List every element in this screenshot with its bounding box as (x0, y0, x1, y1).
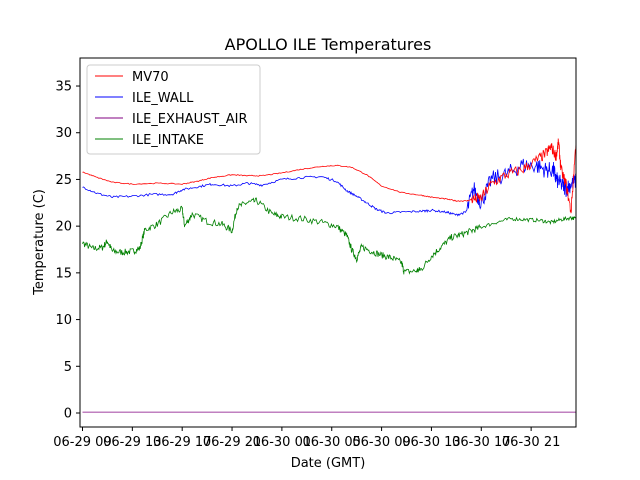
legend-label: MV70 (132, 70, 169, 85)
series-line-ile-intake (82, 197, 577, 275)
legend-label: ILE_INTAKE (132, 133, 204, 148)
y-tick-label: 20 (55, 220, 72, 235)
legend-label: ILE_WALL (132, 91, 194, 106)
y-tick-label: 25 (55, 173, 72, 188)
y-axis-label: Temperature (C) (32, 189, 47, 296)
x-tick-label: 06-30 05 (303, 435, 361, 450)
y-tick-label: 10 (55, 313, 72, 328)
y-tick-label: 0 (64, 406, 72, 421)
x-tick-label: 06-29 09 (53, 435, 111, 450)
legend-label: ILE_EXHAUST_AIR (132, 112, 248, 127)
plot-area-frame (79, 57, 577, 428)
legend-box (86, 64, 261, 155)
y-tick-label: 30 (55, 126, 72, 141)
y-axis: 0 5 10 15 20 25 30 35 (55, 80, 80, 421)
x-tick-label: 06-29 21 (203, 435, 261, 450)
series-line-mv70 (82, 138, 577, 214)
x-tick-label: 06-30 09 (352, 435, 410, 450)
y-tick-label: 15 (55, 266, 72, 281)
x-tick-label: 06-30 21 (502, 435, 560, 450)
x-tick-label: 06-29 17 (153, 435, 211, 450)
y-tick-label: 5 (64, 360, 72, 375)
x-tick-label: 06-30 01 (253, 435, 311, 450)
x-axis-label: Date (GMT) (291, 456, 366, 471)
x-tick-label: 06-30 13 (402, 435, 460, 450)
series-layer (82, 138, 577, 413)
chart-title: APOLLO ILE Temperatures (225, 35, 432, 54)
x-tick-label: 06-30 17 (452, 435, 510, 450)
legend: MV70 ILE_WALL ILE_EXHAUST_AIR ILE_INTAKE (86, 64, 261, 155)
y-tick-label: 35 (55, 80, 72, 95)
series-line-ile-wall (82, 158, 577, 217)
x-tick-label: 06-29 13 (103, 435, 161, 450)
